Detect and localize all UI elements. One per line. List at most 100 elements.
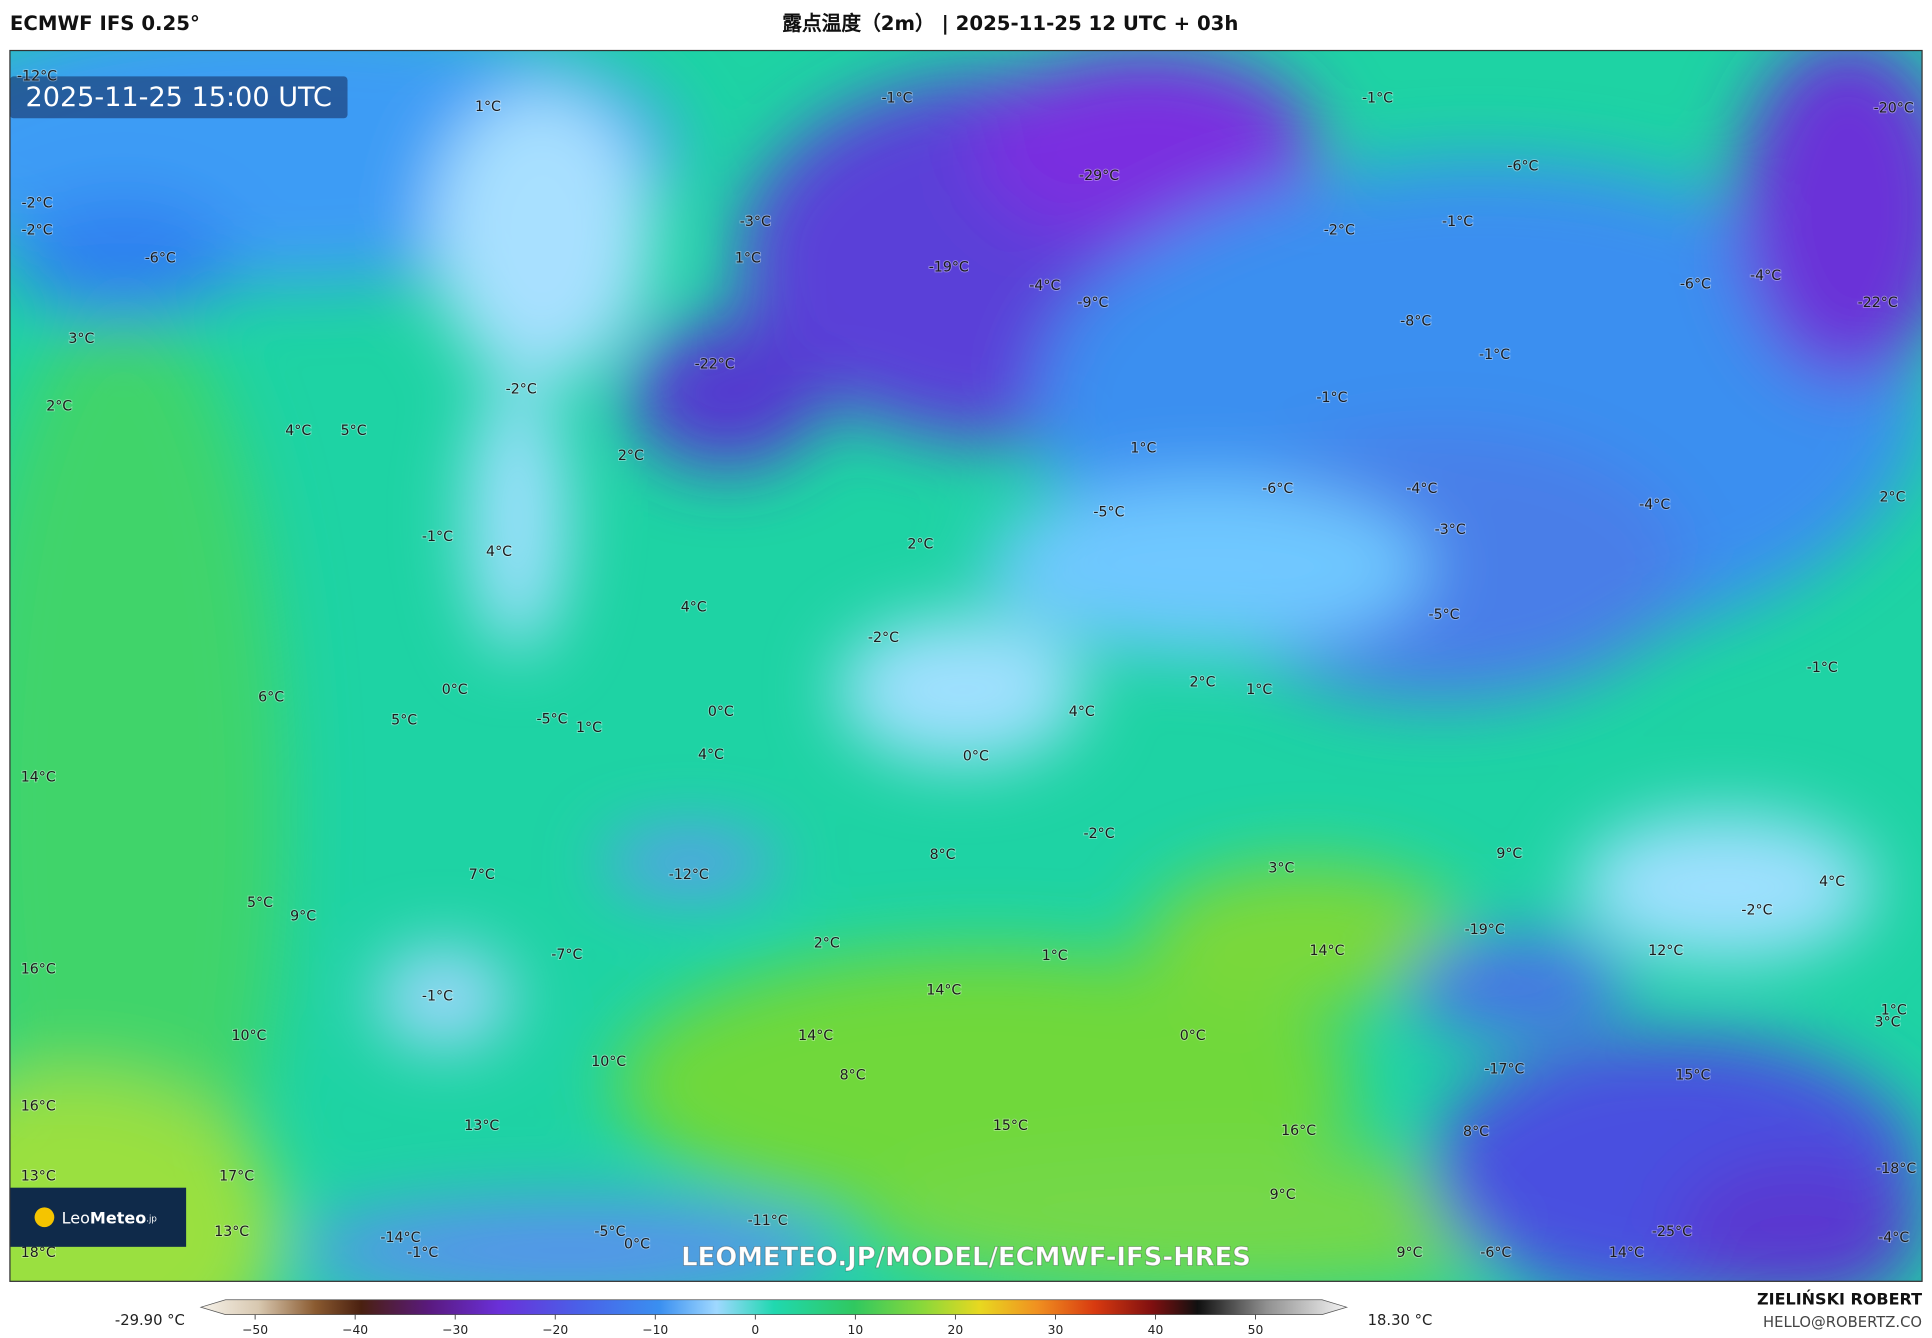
temperature-label: -2°C	[21, 222, 52, 238]
temperature-label: 14°C	[1609, 1245, 1644, 1261]
temperature-label: -6°C	[1262, 481, 1293, 497]
colorbar-tick-label: 30	[1048, 1323, 1064, 1337]
temperature-label: 14°C	[21, 769, 56, 785]
temperature-label: 3°C	[1875, 1015, 1901, 1031]
temperature-label: 14°C	[926, 983, 961, 999]
temperature-label: -12°C	[669, 867, 709, 883]
temperature-label: -1°C	[1316, 390, 1347, 406]
temperature-label: 10°C	[231, 1028, 266, 1044]
temperature-label: -1°C	[1362, 91, 1393, 107]
temperature-label: -19°C	[929, 259, 969, 275]
temperature-label: -2°C	[21, 195, 52, 211]
temperature-label: -20°C	[1874, 100, 1914, 116]
valid-time: 2025-11-25 15:00 UTC	[25, 82, 331, 113]
logo-sun	[34, 1207, 55, 1228]
temperature-label: 5°C	[247, 895, 273, 911]
temperature-label: 13°C	[214, 1224, 249, 1240]
temperature-label: -1°C	[407, 1245, 438, 1261]
temperature-label: 2°C	[814, 936, 840, 952]
temperature-label: 8°C	[840, 1068, 866, 1084]
temperature-label: 1°C	[735, 251, 761, 267]
colorbar-tick-label: 40	[1148, 1323, 1164, 1337]
labels: -12°C 1°C -1°C -1°C -20°C -29°C -6°C -2°C -2°C -6…	[16, 67, 1917, 1261]
temperature-label: 15°C	[1675, 1068, 1710, 1084]
colorbar-tick-label: 0	[751, 1323, 759, 1337]
temperature-label: -1°C	[1807, 660, 1838, 676]
temperature-label: -6°C	[1680, 277, 1711, 293]
temperature-label: -2°C	[1741, 902, 1772, 918]
temperature-label: -19°C	[1465, 922, 1505, 938]
temperature-label: 4°C	[285, 423, 311, 439]
temperature-label: 0°C	[708, 704, 734, 720]
model-name: ECMWF IFS 0.25°	[10, 12, 200, 35]
temperature-label: 0°C	[442, 682, 468, 698]
map-field: 2025-11-25 15:00 UTC -12°C 1°C -1°C -1°C -20…	[9, 50, 1923, 1282]
temperature-label: -12°C	[17, 68, 57, 84]
colorbar-tick-label: −40	[342, 1323, 368, 1337]
temperature-label: 16°C	[21, 1098, 56, 1114]
temperature-label: -25°C	[1652, 1224, 1692, 1240]
temperature-label: -5°C	[536, 712, 567, 728]
temperature-label: 1°C	[1042, 948, 1068, 964]
temperature-label: -2°C	[868, 630, 899, 646]
temperature-label: 17°C	[219, 1169, 254, 1185]
author-name: ZIELIŃSKI ROBERT	[1757, 1289, 1922, 1308]
temperature-label: -2°C	[506, 381, 537, 397]
temperature-label: 4°C	[486, 544, 512, 560]
temperature-label: -4°C	[1406, 481, 1437, 497]
colorbar	[199, 1299, 1348, 1315]
logo-suffix: .jp	[146, 1214, 157, 1224]
temperature-label: 0°C	[1180, 1028, 1206, 1044]
colorbar-max: 18.30 °C	[1368, 1312, 1433, 1329]
temperature-label: 2°C	[46, 399, 72, 415]
temperature-label: 10°C	[591, 1054, 626, 1070]
logo: LeoMeteo.jp	[62, 1208, 157, 1227]
temperature-label: 4°C	[681, 599, 707, 615]
temperature-label: 1°C	[1881, 1002, 1907, 1018]
temperature-label: -6°C	[1480, 1245, 1511, 1261]
temperature-label: 2°C	[618, 448, 644, 464]
temperature-label: -6°C	[1507, 158, 1538, 174]
watermark: LEOMETEO.JP/MODEL/ECMWF-IFS-HRES	[681, 1242, 1251, 1272]
temperature-label: 9°C	[1397, 1245, 1423, 1261]
temperature-label: 0°C	[624, 1236, 650, 1252]
map-frame	[9, 49, 1923, 1282]
temperature-label: 9°C	[1270, 1187, 1296, 1203]
temperature-label: 0°C	[963, 748, 989, 764]
logo-bold: Meteo	[90, 1208, 146, 1227]
temperature-label: 15°C	[993, 1118, 1028, 1134]
temperature-label: 14°C	[1309, 943, 1344, 959]
temperature-label: -29°C	[1079, 168, 1119, 184]
temperature-label: 9°C	[290, 909, 316, 925]
temperature-label: -2°C	[1084, 826, 1115, 842]
temperature-label: -8°C	[1400, 314, 1431, 330]
temperature-label: -4°C	[1878, 1230, 1909, 1246]
temperature-label: 6°C	[258, 689, 284, 705]
temperature-label: -22°C	[1858, 295, 1898, 311]
author-email: HELLO@ROBERTZ.CO	[1763, 1314, 1922, 1331]
map-title: 露点温度（2m） | 2025-11-25 12 UTC + 03h	[782, 12, 1238, 35]
temperature-label: -3°C	[740, 214, 771, 230]
temperature-label: 13°C	[464, 1118, 499, 1134]
temperature-label: 1°C	[1130, 440, 1156, 456]
temperature-label: 5°C	[391, 713, 417, 729]
temperature-label: 4°C	[698, 747, 724, 763]
colorbar-tick-label: −30	[442, 1323, 468, 1337]
temperature-label: -5°C	[594, 1224, 625, 1240]
temperature-label: 9°C	[1496, 846, 1522, 862]
temperature-label: -3°C	[1435, 522, 1466, 538]
temperature-label: 4°C	[1069, 704, 1095, 720]
temperature-label: 16°C	[21, 962, 56, 978]
temperature-label: -9°C	[1077, 295, 1108, 311]
temperature-label: 13°C	[21, 1169, 56, 1185]
temperature-label: 8°C	[930, 847, 956, 863]
temperature-label: -18°C	[1876, 1161, 1916, 1177]
temperature-label: -1°C	[1479, 347, 1510, 363]
temperature-label: -5°C	[1093, 505, 1124, 521]
temperature-label: 14°C	[798, 1028, 833, 1044]
logo-light: Leo	[62, 1208, 90, 1227]
temperature-label: 7°C	[469, 867, 495, 883]
temperature-label: 2°C	[1880, 490, 1906, 506]
